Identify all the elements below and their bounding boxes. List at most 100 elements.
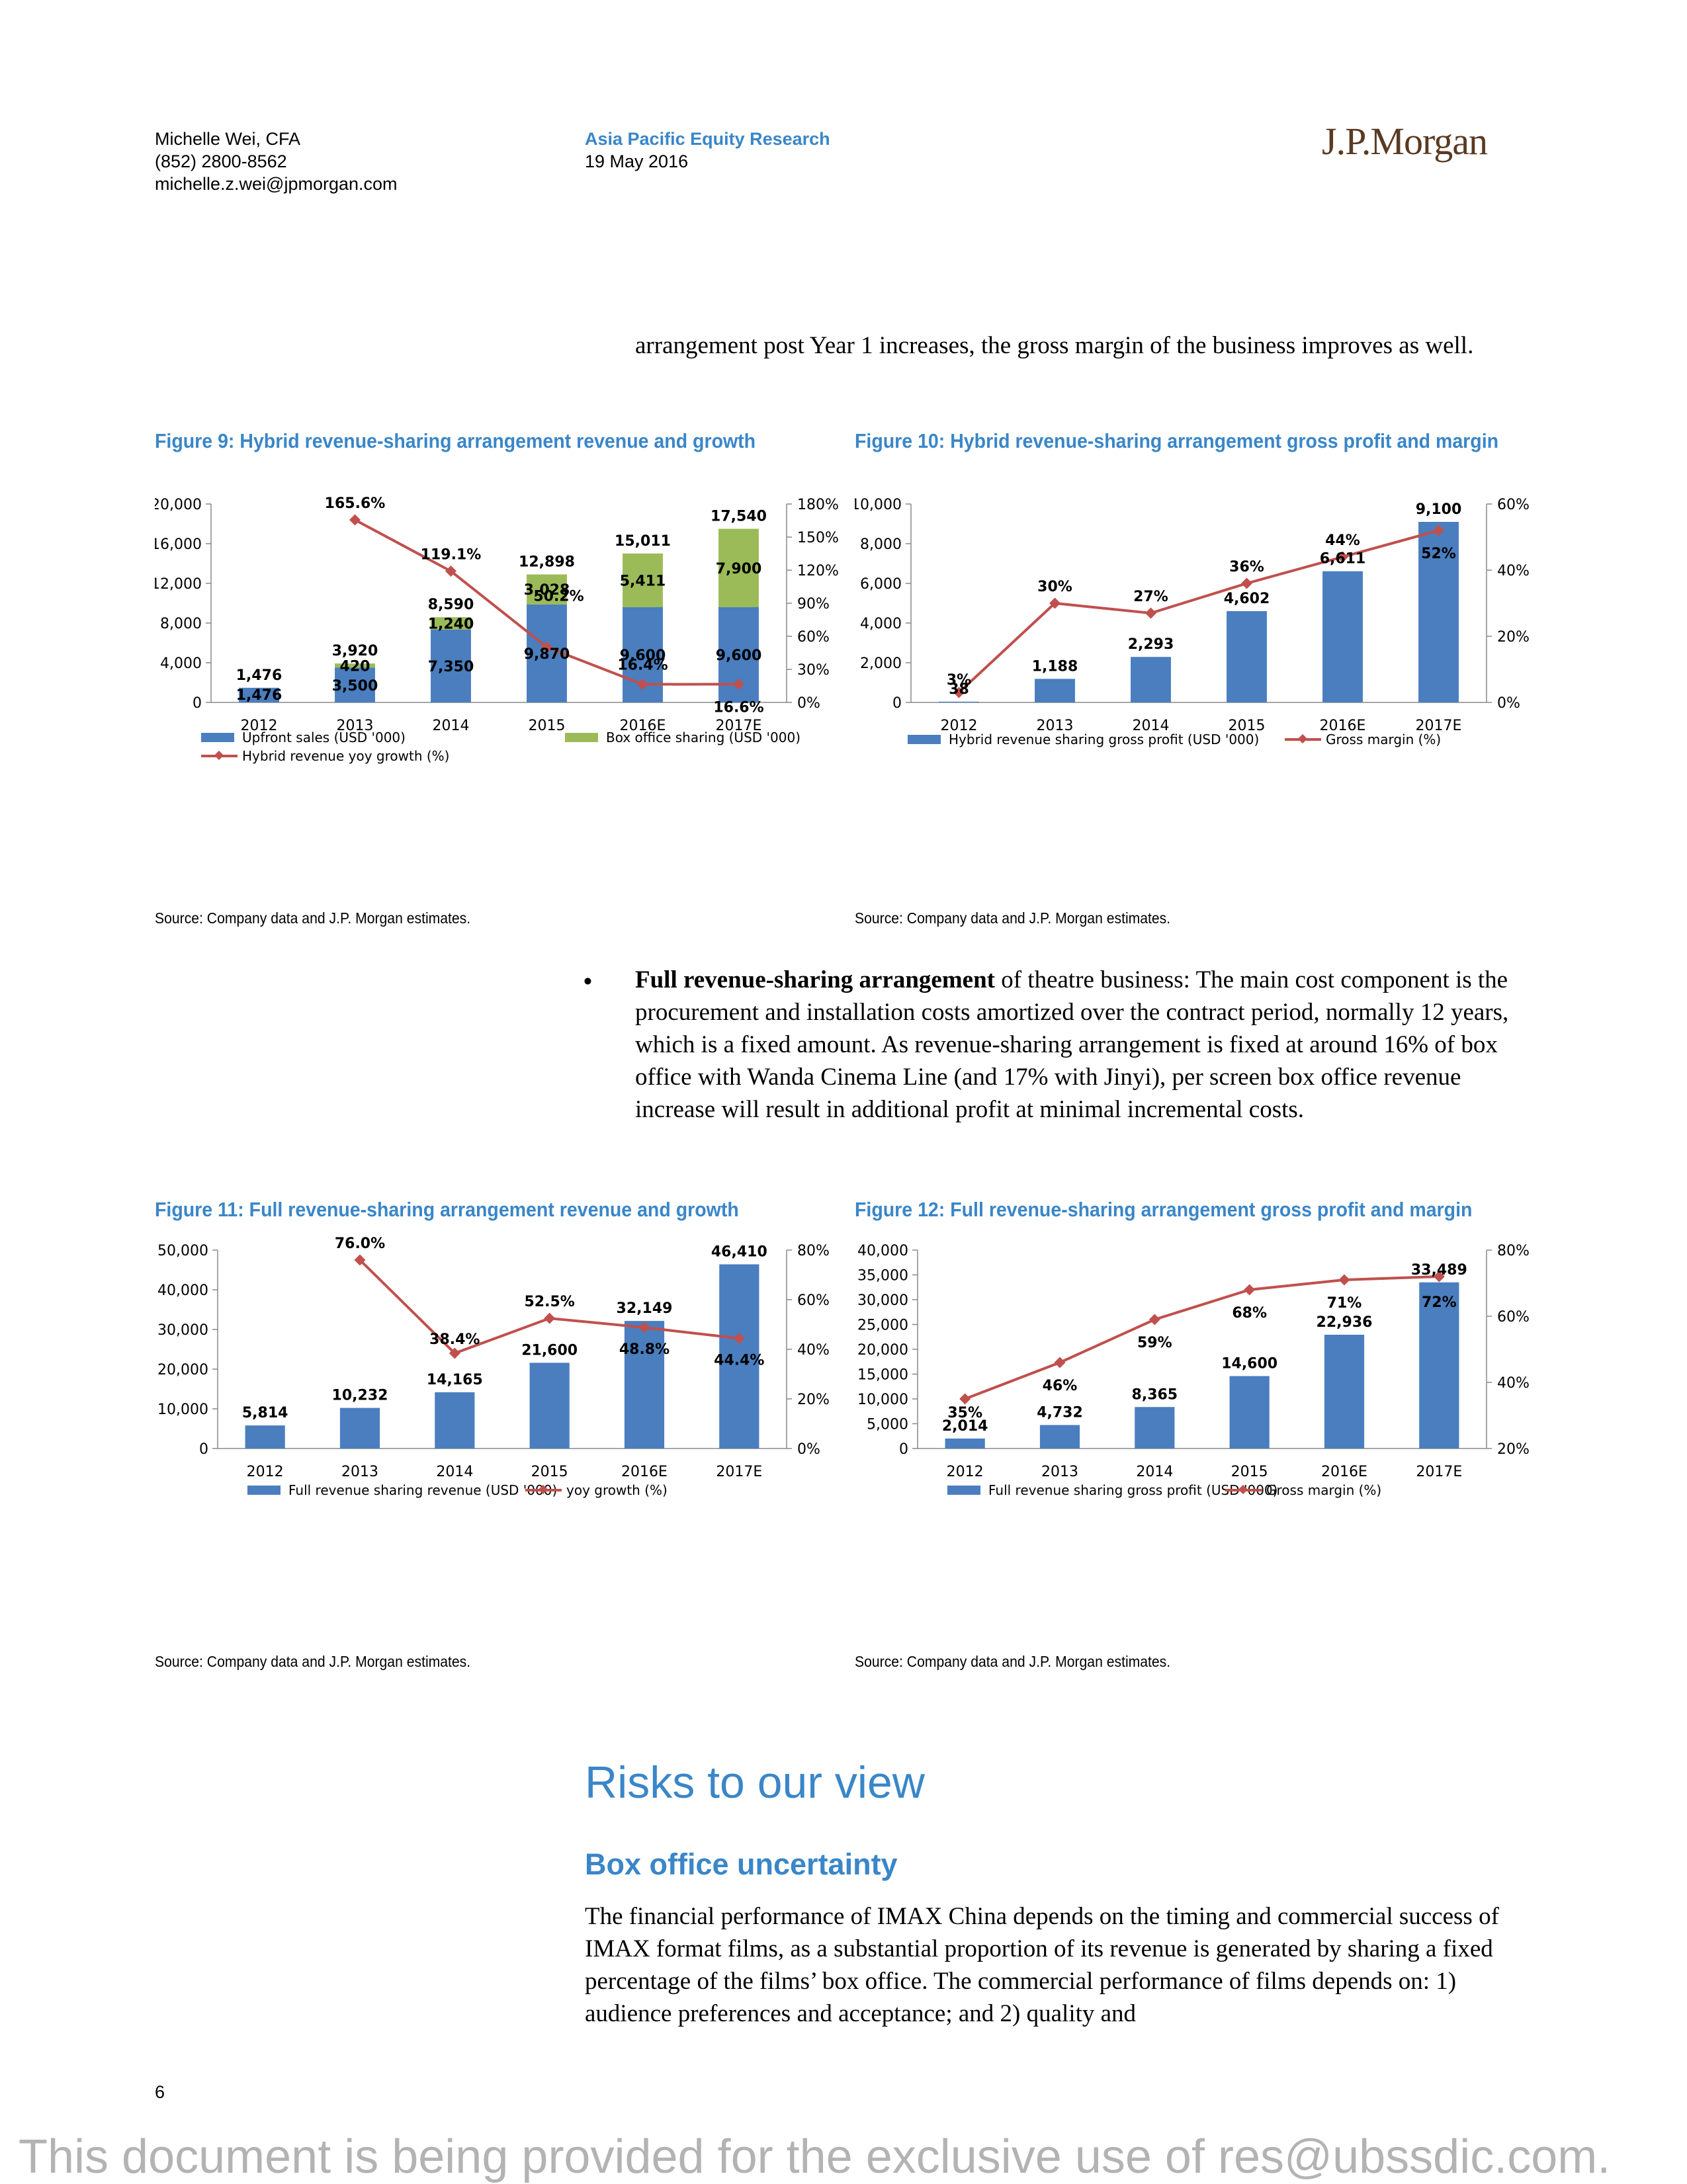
- bar-fig10-2: [1131, 657, 1171, 702]
- x-tick-label: 2015: [1231, 1464, 1268, 1480]
- y-tick-label: 5,000: [867, 1417, 908, 1433]
- line-value-label: 52.5%: [525, 1294, 575, 1310]
- y-tick-label: 8,000: [160, 616, 202, 632]
- x-tick-label: 2017E: [1416, 718, 1462, 734]
- line-value-label: 72%: [1422, 1294, 1457, 1311]
- figure-10-chart: 0 2,000 4,000 6,000 8,000 10,000 0% 20% 40% 60% 20…: [855, 497, 1530, 747]
- figure-10-title: Figure 10: Hybrid revenue-sharing arrang…: [855, 429, 1499, 452]
- bar-fig9-2: [431, 629, 471, 702]
- x-tick-label: 2014: [433, 718, 470, 734]
- header-section-block: Asia Pacific Equity Research 19 May 2016: [585, 128, 830, 173]
- watermark: This document is being provided for the …: [19, 2130, 1611, 2183]
- x-tick-label: 2017E: [716, 718, 762, 734]
- legend-label: Full revenue sharing revenue (USD '000): [288, 1482, 557, 1498]
- figure-12-chart: 0 5,000 10,000 15,000 20,000 25,000 30,000 35,0…: [857, 1243, 1530, 1498]
- y-tick-label: 0: [892, 695, 902, 712]
- bar-stack-value-label: 3,028: [524, 582, 570, 599]
- bar-fig12-4: [1324, 1334, 1365, 1449]
- bar-stack-value-label: 1,240: [428, 616, 474, 632]
- x-tick-label: 2016E: [1320, 718, 1366, 734]
- line-marker: [1145, 607, 1156, 619]
- y-tick-label: 0: [899, 1441, 908, 1458]
- y-tick-label: 12,000: [155, 576, 202, 593]
- bullet-bold-lead: Full revenue-sharing arrangement: [635, 966, 995, 993]
- line-value-label: 46%: [1043, 1378, 1078, 1394]
- y-tick-label: 50,000: [157, 1243, 208, 1259]
- bar-fig9-1: [335, 667, 375, 702]
- section-name: Asia Pacific Equity Research: [585, 129, 830, 149]
- bar-fig11-3: [529, 1363, 570, 1449]
- author-email: michelle.z.wei@jpmorgan.com: [155, 174, 398, 194]
- bar-fig9-0: [239, 687, 279, 702]
- legend-marker: [214, 750, 224, 761]
- y2-tick-label: 0%: [797, 1441, 820, 1458]
- bar-total-label: 12,898: [519, 554, 575, 571]
- legend-swatch: [908, 735, 941, 744]
- x-tick-label: 2014: [1136, 1464, 1173, 1480]
- y-tick-label: 4,000: [860, 616, 902, 632]
- figure-9-chart: 0 4,000 8,000 12,000 16,000 20,000 0% 30% 60% 90%…: [155, 495, 839, 764]
- bullet-point: •: [584, 968, 592, 995]
- line-value-label: 68%: [1232, 1305, 1267, 1322]
- bar-fig12-2: [1135, 1407, 1175, 1449]
- bar-value-label: 2,293: [1128, 636, 1174, 653]
- legend-swatch: [201, 733, 234, 742]
- bar-value-label: 2,014: [942, 1418, 988, 1435]
- bar-fig11-2: [435, 1392, 475, 1449]
- bar-fig11-0: [245, 1425, 285, 1449]
- growth-line-fig12: [964, 1275, 1440, 1400]
- bar-value-label: 5,814: [242, 1405, 288, 1421]
- x-tick-label: 2013: [337, 718, 374, 734]
- bar-total-label: 8,590: [428, 597, 474, 613]
- jpmorgan-logo: J.P.Morgan: [1322, 120, 1488, 163]
- figure-9-title: Figure 9: Hybrid revenue-sharing arrange…: [155, 429, 756, 452]
- x-tick-label: 2012: [941, 718, 978, 734]
- box-office-subheading: Box office uncertainty: [585, 1847, 898, 1881]
- bar-value-label: 22,936: [1317, 1314, 1373, 1331]
- line-value-label: 44.4%: [714, 1353, 764, 1369]
- bar-value-label: 6,611: [1320, 551, 1366, 567]
- bar-value-label: 9,100: [1416, 501, 1462, 518]
- bar-value-label: 9,600: [620, 648, 666, 664]
- bar-value-label: 14,165: [427, 1372, 483, 1388]
- legend-marker: [1297, 734, 1308, 744]
- y2-tick-label: 40%: [1497, 563, 1530, 579]
- figure-11-title: Figure 11: Full revenue-sharing arrangem…: [155, 1198, 739, 1221]
- bar-fig11-4: [624, 1321, 665, 1449]
- bar-stack-fig9-4: [623, 553, 663, 607]
- y-tick-label: 0: [193, 695, 202, 712]
- bar-value-label: 7,350: [428, 659, 474, 675]
- bar-value-label: 4,732: [1037, 1405, 1083, 1421]
- y2-tick-label: 80%: [797, 1243, 830, 1259]
- y-tick-label: 0: [199, 1441, 208, 1458]
- bullet-text: of theatre business: The main cost compo…: [635, 966, 1509, 1123]
- line-value-label: 38.4%: [429, 1331, 480, 1348]
- y2-tick-label: 80%: [1497, 1243, 1530, 1259]
- y-tick-label: 20,000: [155, 497, 202, 513]
- x-tick-label: 2012: [947, 1464, 984, 1480]
- line-value-label: 119.1%: [421, 547, 482, 564]
- bar-value-label: 14,600: [1221, 1356, 1277, 1372]
- x-tick-label: 2013: [1037, 718, 1074, 734]
- x-tick-label: 2015: [531, 1464, 568, 1480]
- x-tick-label: 2016E: [620, 718, 666, 734]
- y-tick-label: 8,000: [860, 536, 902, 553]
- header-author-block: Michelle Wei, CFA (852) 2800-8562 michel…: [155, 128, 398, 195]
- y2-tick-label: 90%: [797, 596, 830, 612]
- line-value-label: 59%: [1137, 1335, 1172, 1351]
- bar-value-label: 1,188: [1032, 658, 1078, 675]
- growth-line-fig10: [958, 529, 1440, 694]
- x-tick-label: 2017E: [1416, 1464, 1462, 1480]
- line-marker: [1148, 1314, 1160, 1325]
- bar-stack-fig9-5: [718, 528, 759, 607]
- line-value-label: 52%: [1421, 546, 1456, 562]
- bar-fig12-1: [1039, 1425, 1080, 1449]
- bar-fig10-4: [1322, 571, 1363, 702]
- report-date: 19 May 2016: [585, 151, 689, 171]
- line-value-label: 35%: [947, 1405, 982, 1421]
- bar-stack-fig9-1: [335, 663, 375, 668]
- bar-fig10-1: [1035, 679, 1075, 702]
- legend-label: Hybrid revenue sharing gross profit (USD…: [949, 732, 1259, 747]
- line-value-label: 165.6%: [325, 495, 386, 512]
- line-marker: [349, 514, 361, 526]
